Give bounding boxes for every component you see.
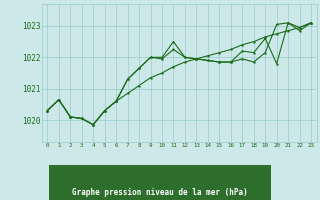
Text: Graphe pression niveau de la mer (hPa): Graphe pression niveau de la mer (hPa)	[72, 188, 248, 197]
